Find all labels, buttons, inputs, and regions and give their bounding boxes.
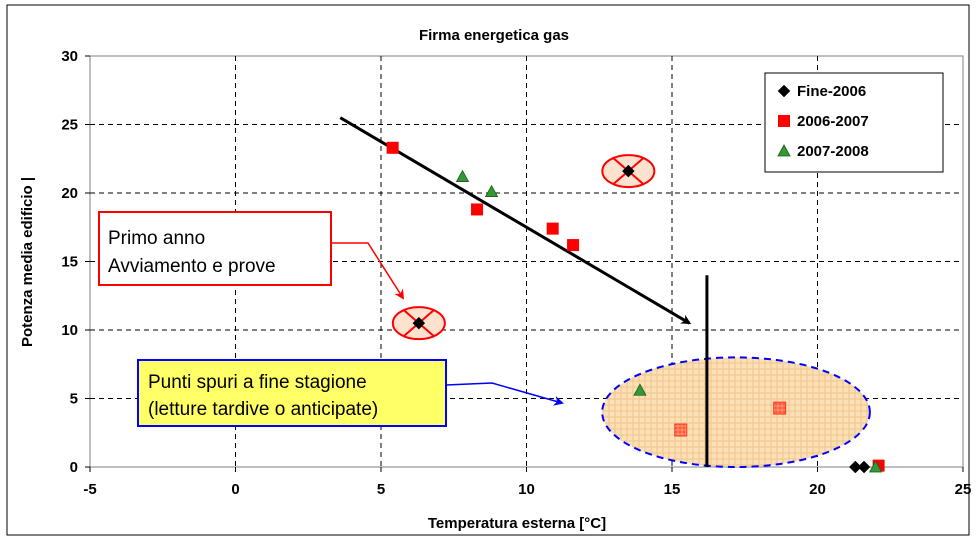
point-square-series-1 (471, 203, 484, 216)
x-tick-label: 20 (809, 481, 826, 498)
axis-ticks: -5 0 5 10 15 20 25 0 5 10 15 20 25 30 (61, 48, 971, 498)
point-diamond-series-0 (848, 460, 862, 474)
annotation-spurious-arrow (445, 382, 564, 406)
point-triangle-series-2 (869, 460, 883, 473)
point-square-series-1 (773, 401, 787, 415)
y-axis-label: Potenza media edificio | (19, 177, 36, 347)
point-square-series-1 (567, 239, 580, 252)
x-axis-label: Temperatura esterna [°C] (428, 515, 606, 532)
annotation-first-year-line-1: Primo anno (108, 228, 205, 249)
legend-label-2: 2007-2008 (797, 143, 869, 160)
point-diamond-series-0 (621, 164, 635, 178)
point-square-series-1 (674, 423, 688, 437)
legend-marker-0 (777, 84, 791, 98)
point-square-series-1 (546, 222, 559, 235)
point-diamond-series-0 (857, 460, 871, 474)
y-tick-label: 15 (61, 254, 78, 271)
data-points (386, 141, 885, 474)
x-tick-label: -5 (83, 481, 96, 498)
x-tick-label: 25 (955, 481, 972, 498)
y-tick-label: 0 (70, 459, 78, 476)
annotation-spurious-line-2: (letture tardive o anticipate) (148, 399, 378, 420)
point-triangle-series-2 (633, 383, 647, 396)
annotation-spurious: Punti spuri a fine stagione (letture tar… (137, 359, 564, 427)
legend-label-1: 2006-2007 (797, 113, 869, 130)
x-tick-label: 10 (518, 481, 535, 498)
x-tick-label: 0 (231, 481, 239, 498)
annotation-spurious-box (137, 359, 447, 427)
annotation-first-year: Primo anno Avviamento e prove (98, 211, 405, 300)
annotation-first-year-box (98, 211, 332, 286)
annotation-spurious-line-1: Punti spuri a fine stagione (148, 372, 367, 393)
y-tick-label: 20 (61, 185, 78, 202)
x-tick-label: 5 (377, 481, 385, 498)
point-diamond-series-0 (412, 316, 426, 330)
spurious-region-ellipse (601, 356, 871, 469)
chart-title: Firma energetica gas (419, 27, 569, 44)
legend-label-0: Fine-2006 (797, 83, 866, 100)
legend-box (764, 72, 944, 173)
annotation-first-year-line-2: Avviamento e prove (108, 256, 276, 277)
y-tick-label: 30 (61, 48, 78, 65)
annotation-first-year-arrow (331, 242, 405, 300)
y-tick-label: 5 (70, 391, 78, 408)
y-tick-label: 25 (61, 117, 78, 134)
legend-marker-1 (778, 115, 790, 127)
legend-marker-2 (777, 144, 791, 157)
legend: Fine-2006 2006-2007 2007-2008 (764, 72, 944, 173)
point-triangle-series-2 (484, 184, 499, 198)
point-square-series-1 (386, 141, 399, 154)
y-tick-label: 10 (61, 322, 78, 339)
point-triangle-series-2 (455, 169, 470, 182)
x-tick-label: 15 (664, 481, 681, 498)
